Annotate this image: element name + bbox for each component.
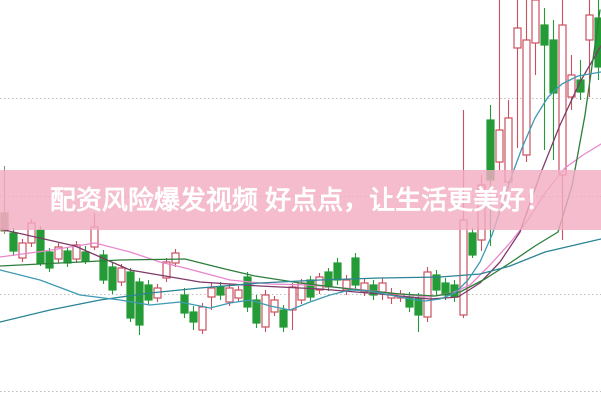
candle-body-up (459, 219, 468, 316)
candle-body-down (45, 251, 54, 269)
candle-body-up (513, 27, 522, 49)
candle-body-down (99, 254, 108, 281)
candle-body-up (531, 0, 540, 44)
candle-body-down (369, 284, 378, 296)
candle-body-down (540, 24, 549, 46)
candle-body-down (108, 266, 117, 291)
candle-body-up (567, 74, 576, 98)
candle-body-down (189, 311, 198, 323)
candle-body-down (441, 282, 450, 296)
candle-body-up (261, 294, 270, 328)
candle-body-down (432, 274, 441, 291)
candle-body-down (216, 286, 225, 296)
candle-body-up (378, 282, 387, 293)
candle-body-down (9, 232, 18, 252)
candle-body-up (72, 244, 81, 260)
candle-body-down (549, 39, 558, 94)
candle-body-down (63, 250, 72, 264)
candle-body-up (342, 279, 351, 291)
candle-body-up (117, 267, 126, 283)
candle-body-up (297, 282, 306, 301)
candle-body-down (333, 262, 342, 281)
candle-body-up (495, 129, 504, 163)
candle-body-up (234, 289, 243, 299)
candle-body-up (315, 276, 324, 291)
candle-body-up (198, 306, 207, 331)
candle-body-up (225, 287, 234, 303)
candle-body-up (522, 39, 531, 156)
candle-body-down (279, 309, 288, 328)
candle-body-up (585, 14, 594, 41)
candle-body-down (81, 251, 90, 262)
candle-body-down (351, 257, 360, 286)
candle-body-up (288, 286, 297, 311)
candle-body-down (243, 276, 252, 308)
candle-body-up (54, 246, 63, 260)
candle-body-up (360, 282, 369, 293)
candle-body-up (423, 271, 432, 318)
headline-banner: 配资风险爆发视频 好点点，让生活更美好！ (0, 170, 601, 230)
candle-body-up (171, 252, 180, 264)
ma-cyan-line (0, 71, 601, 311)
headline-text: 配资风险爆发视频 好点点，让生活更美好！ (49, 185, 552, 215)
ma-teal-line (0, 238, 601, 323)
candle-body-down (252, 299, 261, 324)
candle-body-up (162, 261, 171, 279)
candle-body-up (18, 242, 27, 259)
candle-body-down (468, 232, 477, 256)
candle-body-up (558, 24, 567, 176)
candle-body-up (207, 287, 216, 298)
candle-body-down (36, 229, 45, 264)
